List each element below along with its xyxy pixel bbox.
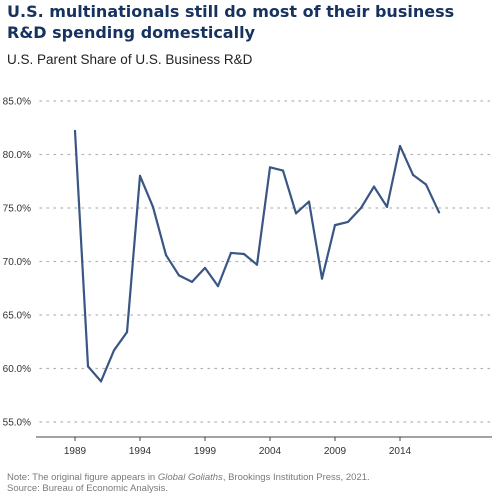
data-point	[359, 206, 363, 210]
data-point	[138, 174, 142, 177]
data-point	[216, 285, 220, 288]
y-tick-label: 80.0%	[3, 150, 31, 161]
data-point	[372, 185, 376, 188]
data-point	[125, 331, 129, 334]
y-tick-label: 60.0%	[3, 364, 31, 375]
series-line	[73, 129, 441, 383]
data-point	[177, 274, 181, 277]
chart-footer: Note: The original figure appears in Glo…	[7, 472, 370, 494]
data-point	[437, 211, 441, 214]
data-point	[320, 277, 324, 280]
data-point	[307, 200, 311, 203]
data-point	[255, 263, 259, 266]
data-point	[112, 349, 116, 352]
footer-note: Note: The original figure appears in Glo…	[7, 472, 370, 483]
data-point	[242, 252, 246, 256]
chart-subtitle: U.S. Parent Share of U.S. Business R&D	[7, 52, 253, 67]
x-tick-label: 2009	[324, 446, 347, 457]
x-tick-label: 1999	[194, 446, 217, 457]
data-point	[99, 380, 103, 383]
y-tick-label: 85.0%	[3, 97, 31, 108]
data-point	[281, 169, 285, 172]
x-tick-label: 2004	[259, 446, 282, 457]
x-tick-label: 2014	[389, 446, 412, 457]
footer-note-prefix: Note: The original figure appears in	[7, 472, 158, 483]
chart-title: U.S. multinationals still do most of the…	[7, 2, 455, 42]
data-point	[86, 365, 90, 368]
data-point	[151, 205, 155, 209]
footer-source: Source: Bureau of Economic Analysis.	[7, 483, 169, 494]
data-point	[385, 205, 389, 209]
y-tick-label: 55.0%	[3, 418, 31, 429]
data-point	[424, 183, 428, 186]
data-point	[398, 144, 402, 148]
x-tick-label: 1994	[129, 446, 152, 457]
data-point	[73, 129, 77, 133]
data-point	[190, 280, 194, 283]
y-tick-label: 70.0%	[3, 257, 31, 268]
x-tick-label: 1989	[64, 446, 87, 457]
y-tick-label: 75.0%	[3, 204, 31, 215]
data-point	[164, 253, 168, 257]
data-point	[294, 212, 298, 215]
y-tick-label: 65.0%	[3, 311, 31, 322]
data-point	[346, 220, 350, 224]
footer-note-suffix: , Brookings Institution Press, 2021.	[222, 472, 370, 483]
footer-note-book-title: Global Goliaths	[157, 472, 223, 483]
data-point	[229, 251, 233, 255]
data-point	[203, 266, 207, 270]
data-point	[333, 224, 337, 227]
data-point	[268, 166, 272, 169]
data-point	[411, 173, 415, 176]
